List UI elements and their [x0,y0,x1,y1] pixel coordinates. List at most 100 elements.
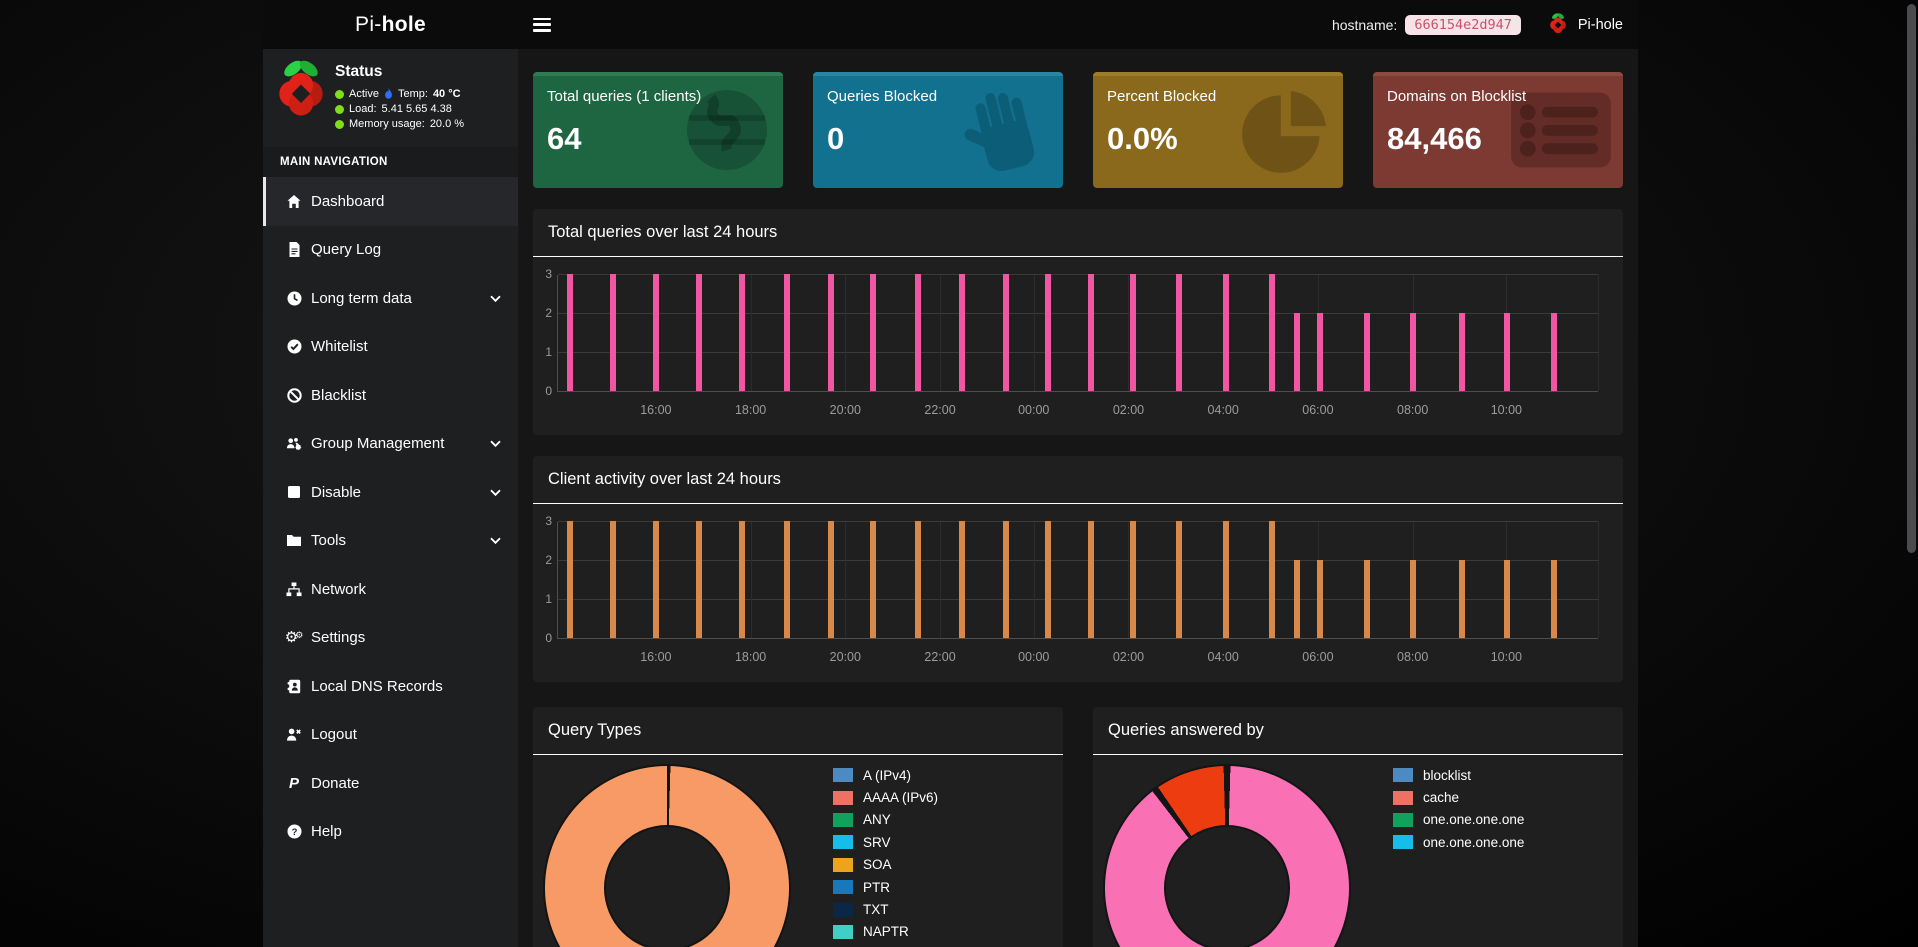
sidebar-item-label: Long term data [311,289,412,307]
chart-bar [739,274,746,391]
paypal-icon: P [288,774,299,792]
raspberry-logo [279,60,323,116]
queries-over-time-plot: 0 1 2 3 16:00 18:00 20:00 22:00 00:00 02:00 04:00 0… [545,267,1599,417]
legend-swatch [833,768,853,783]
clock-icon [286,290,302,306]
legend-item[interactable]: ANY [833,809,938,831]
legend-label: one.one.one.one [1423,812,1525,828]
gears-icon: ⚙⚙ [284,628,304,647]
legend-item[interactable]: A (IPv4) [833,764,938,786]
y-axis-tick: 2 [545,553,552,567]
chart-bar [1363,560,1370,638]
sidebar-item-local-dns-records[interactable]: Local DNS Records [263,662,518,711]
legend-label: SRV [863,834,891,850]
legend-item[interactable]: SRV [833,831,938,853]
legend-swatch [1393,790,1413,805]
stats-row: Total queries (1 clients) 64 Queries Blo… [533,72,1623,188]
sidebar-item-label: Logout [311,726,357,744]
x-axis-tick: 18:00 [734,403,767,417]
sitemap-icon [286,581,302,597]
chart-bar [827,521,834,638]
sidebar-item-label: Group Management [311,435,445,453]
legend-item[interactable]: PTR [833,876,938,898]
x-axis-tick: 20:00 [829,650,861,664]
legend-swatch [833,902,853,917]
sidebar-item-label: Settings [311,629,366,647]
legend-swatch [833,835,853,850]
chart-bar [1087,521,1094,638]
folder-icon [286,533,302,549]
chart-bar [1269,521,1276,638]
legend-swatch [1393,835,1413,850]
logo-text: Pi-hole [355,12,426,36]
x-axis-tick: 16:00 [640,650,672,664]
chart-bar [652,274,659,391]
ban-icon [286,387,302,403]
sidebar-item-label: Network [311,580,367,598]
sidebar-item-network[interactable]: Network [263,565,518,614]
load-value: 5.41 5.65 4.38 [381,103,452,115]
sidebar-item-logout[interactable]: Logout [263,711,518,760]
raspberry-icon [1549,12,1566,33]
chart-bar [567,521,574,638]
legend-item[interactable]: cache [1393,786,1524,808]
y-axis-tick: 2 [545,306,552,320]
app-logo[interactable]: Pi-hole [263,0,518,49]
file-icon [286,242,302,258]
sidebar-item-disable[interactable]: Disable [263,468,518,517]
status-dot [335,119,344,129]
sidebar-item-donate[interactable]: P Donate [263,759,518,808]
sidebar-item-dashboard[interactable]: Dashboard [263,177,518,226]
main-navigation-label: MAIN NAVIGATION [263,147,518,177]
sidebar-item-settings[interactable]: ⚙⚙ Settings [263,614,518,663]
y-axis-tick: 1 [545,592,552,606]
x-axis-tick: 10:00 [1490,403,1522,417]
chart-bar [1551,560,1558,638]
chart-bar [1504,560,1511,638]
chart-bar [870,521,877,638]
sidebar-toggle-button[interactable] [533,17,551,32]
x-axis-tick: 06:00 [1302,650,1334,664]
sidebar: Status Active Temp: 40 °C Load: 5.41 5.6… [263,49,518,947]
sidebar-item-tools[interactable]: Tools [263,517,518,566]
donut-row: Query Types A (IPv4) AAAA (IPv6) ANY SRV SOA… [533,707,1623,947]
question-circle-icon: ? [286,824,302,840]
sidebar-item-help[interactable]: ? Help [263,808,518,857]
x-axis-tick: 22:00 [924,403,956,417]
sidebar-item-group-management[interactable]: Group Management [263,420,518,469]
chart-bar [1129,521,1136,638]
legend-item[interactable]: blocklist [1393,764,1524,786]
chart-bar [739,521,746,638]
status-active-line: Active Temp: 40 °C [335,88,464,100]
queries-over-time-chart-card: Total queries over last 24 hours 0 1 2 3 16:… [533,209,1623,435]
sidebar-item-long-term-data[interactable]: Long term data [263,274,518,323]
legend-item[interactable]: one.one.one.one [1393,831,1524,853]
chart-bar [1458,313,1465,391]
client-activity-chart-card: Client activity over last 24 hours 0 1 2 3 1… [533,456,1623,682]
scrollbar-thumb[interactable] [1907,4,1916,553]
chevron-down-icon [490,290,518,307]
sidebar-item-whitelist[interactable]: Whitelist [263,323,518,372]
chart-bar [695,274,702,391]
legend-item[interactable]: NAPTR [833,921,938,943]
x-axis-tick: 00:00 [1018,403,1050,417]
x-axis-tick: 00:00 [1018,650,1050,664]
chart-bar [610,521,617,638]
sidebar-item-query-log[interactable]: Query Log [263,226,518,275]
legend-item[interactable]: AAAA (IPv6) [833,786,938,808]
sidebar-item-blacklist[interactable]: Blacklist [263,371,518,420]
chart-bar [610,274,617,391]
status-load-line: Load: 5.41 5.65 4.38 [335,103,464,115]
legend-item[interactable]: one.one.one.one [1393,809,1524,831]
legend-item[interactable]: SOA [833,854,938,876]
brand: Pi-hole [1547,12,1623,38]
legend-label: SOA [863,857,892,873]
legend-item[interactable]: TXT [833,898,938,920]
queries-answered-by-card: Queries answered by blocklist cache one.on… [1093,707,1623,947]
stop-icon [286,484,302,500]
status-dot [335,104,344,114]
temp-label: Temp: [397,88,428,100]
hostname-indicator: hostname: 666154e2d947 [1332,14,1521,35]
chart-title: Queries answered by [1093,707,1623,755]
chart-bar [1317,560,1323,638]
